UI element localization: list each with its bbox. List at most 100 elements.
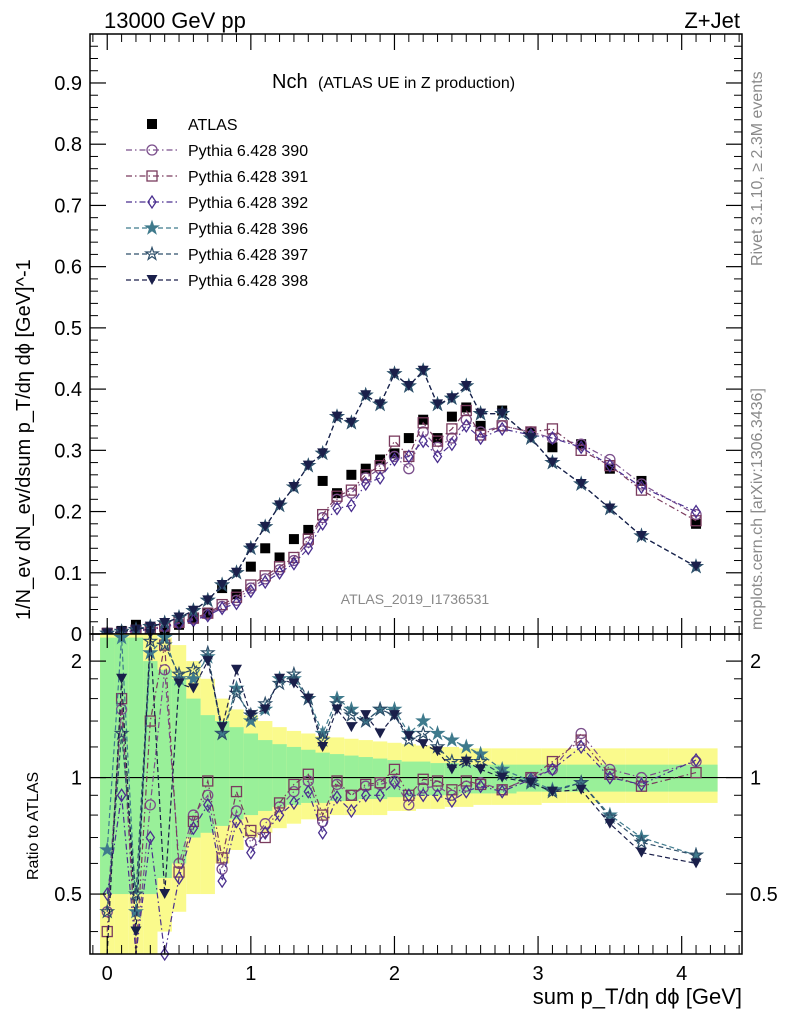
data-point <box>418 414 429 425</box>
legend-entry: Pythia 6.428 398 <box>126 273 308 290</box>
data-point <box>317 448 329 459</box>
data-point <box>690 508 702 521</box>
data-point <box>576 440 586 455</box>
data-point <box>216 580 228 591</box>
data-point <box>303 524 314 535</box>
ratio-point <box>605 770 615 785</box>
ratio-point <box>115 692 128 705</box>
ratio-y-ticks: 0.5 0.5 1 1 2 2 <box>54 651 778 933</box>
ratio-point <box>230 785 243 798</box>
y-tick-label: 0.7 <box>54 195 82 217</box>
series-pythia-6-428-398 <box>101 365 702 639</box>
ratio-point <box>332 789 342 805</box>
ratio-point <box>260 825 270 840</box>
ratio-point <box>472 753 489 769</box>
legend-label: Pythia 6.428 390 <box>188 143 308 160</box>
ratio-y-tick-label: 1 <box>71 768 82 790</box>
y-tick-label: 0.1 <box>54 563 82 585</box>
data-point <box>245 561 256 572</box>
ratio-point <box>375 788 385 803</box>
band-inner-bin <box>114 637 129 895</box>
data-point <box>432 399 444 410</box>
data-point <box>374 459 386 472</box>
ratio-point <box>415 712 432 728</box>
legend-marker <box>147 119 157 129</box>
legend-label: Pythia 6.428 392 <box>188 195 308 212</box>
band-inner-bin <box>200 715 215 833</box>
ratio-point <box>216 722 228 733</box>
ratio-point <box>360 788 371 803</box>
y-tick-label: 0.5 <box>54 318 82 340</box>
watermark: ATLAS_2019_I1736531 <box>341 591 490 607</box>
data-point <box>388 435 401 447</box>
data-point <box>432 449 443 464</box>
main-subtitle: (ATLAS UE in Z production) <box>318 75 515 92</box>
ratio-point <box>142 644 159 660</box>
data-point <box>260 543 271 554</box>
data-point <box>274 565 285 580</box>
ratio-point <box>245 824 257 837</box>
data-point <box>461 418 472 434</box>
data-point <box>188 613 199 624</box>
ratio-point <box>99 903 116 919</box>
y-tick-label: 0 <box>71 624 82 646</box>
data-point <box>525 433 537 444</box>
ratio-point <box>331 704 343 715</box>
data-point <box>690 561 702 572</box>
ratio-point <box>202 797 213 813</box>
data-point <box>217 601 227 616</box>
data-point <box>604 463 615 474</box>
data-point <box>317 508 329 521</box>
band-inner-bin <box>243 733 259 816</box>
ratio-point <box>633 833 650 850</box>
data-point <box>360 463 371 474</box>
ratio-point <box>388 710 400 721</box>
ratio-point <box>417 782 429 794</box>
ratio-point <box>159 946 170 962</box>
ratio-point <box>691 752 701 768</box>
x-tick-label: 2 <box>389 963 400 985</box>
data-point <box>332 488 343 499</box>
ratio-point <box>259 704 271 715</box>
ratio-y-tick-label-right: 1 <box>750 768 761 790</box>
data-point <box>346 469 357 480</box>
ratio-point <box>346 803 357 819</box>
ratio-point <box>404 788 414 803</box>
data-point <box>605 458 615 473</box>
data-point <box>635 531 647 542</box>
legend-marker <box>146 275 158 285</box>
ratio-point <box>156 636 173 652</box>
data-point <box>635 478 648 490</box>
data-point <box>497 421 507 437</box>
main-panel: 0 0.1 0.2 0.3 0.4 0.5 0.6 0.7 0.8 0.9 Nch (ATLAS … <box>54 33 743 646</box>
ratio-point <box>99 841 116 857</box>
ratio-point <box>372 701 389 717</box>
legend: ATLAS Pythia 6.428 390 Pythia 6.428 391 Pyt… <box>126 117 308 290</box>
ratio-point <box>274 673 286 684</box>
data-point <box>475 408 487 419</box>
data-point <box>431 435 444 447</box>
band-inner-bin <box>344 755 359 801</box>
band-inner-bin <box>100 637 115 895</box>
data-point <box>187 605 199 616</box>
ratio-point <box>461 784 472 799</box>
ratio-point <box>636 777 647 792</box>
data-point <box>331 411 343 422</box>
y-tick-label: 0.8 <box>54 134 82 156</box>
ratio-point <box>127 885 144 901</box>
data-point <box>202 607 213 618</box>
ratio-point <box>604 818 616 829</box>
ratio-line <box>106 644 697 955</box>
data-point <box>231 596 242 611</box>
ratio-point <box>214 725 231 741</box>
data-point <box>460 381 472 392</box>
ratio-point <box>228 685 245 701</box>
ratio-point <box>546 786 558 797</box>
ratio-point <box>431 775 444 787</box>
ratio-point <box>496 772 508 783</box>
main-title: Nch <box>272 71 308 93</box>
ratio-point <box>547 762 558 777</box>
band-inner-bin <box>214 721 230 826</box>
data-point <box>404 449 414 464</box>
